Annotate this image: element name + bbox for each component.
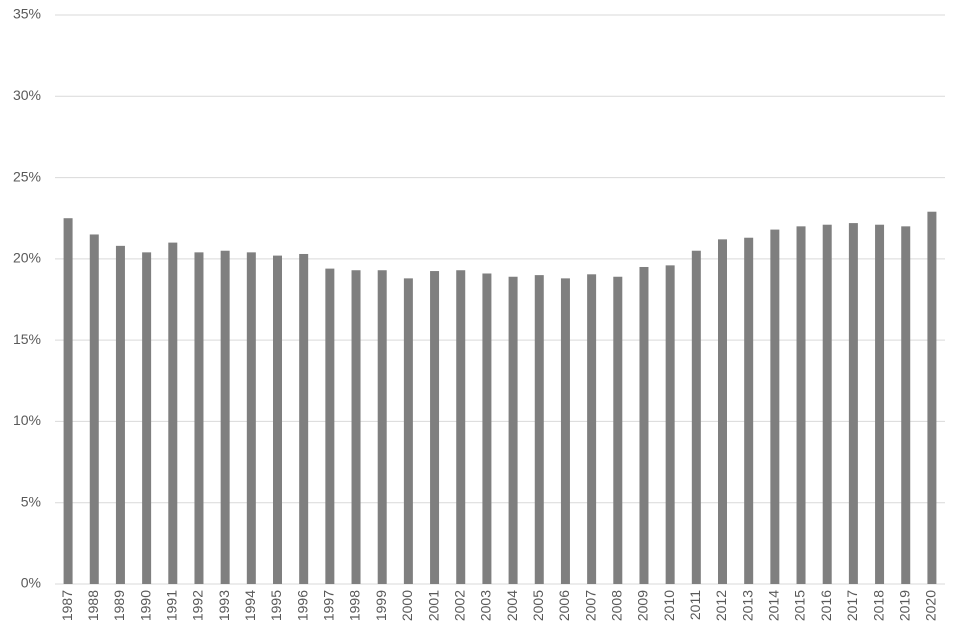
x-tick-label: 2012 — [713, 590, 729, 621]
bar — [875, 224, 885, 584]
x-tick-label: 1995 — [268, 590, 284, 621]
bar — [587, 274, 597, 584]
y-tick-label: 35% — [13, 6, 41, 22]
y-tick-label: 20% — [13, 250, 41, 266]
x-tick-label: 1999 — [373, 590, 389, 621]
bar — [89, 234, 99, 584]
x-tick-label: 2002 — [451, 590, 467, 621]
bar — [63, 218, 73, 584]
y-tick-label: 30% — [13, 87, 41, 103]
bar — [377, 270, 387, 584]
x-tick-label: 1990 — [137, 590, 153, 621]
bar — [115, 245, 125, 584]
bar — [325, 268, 335, 584]
bar — [665, 265, 675, 584]
bar — [718, 239, 727, 584]
bar — [796, 226, 806, 585]
x-tick-label: 1993 — [216, 590, 232, 621]
x-tick-label: 2018 — [870, 590, 886, 621]
x-tick-label: 1994 — [242, 590, 258, 621]
bar — [901, 226, 911, 585]
x-tick-label: 2015 — [792, 590, 808, 621]
bar — [822, 224, 832, 584]
y-tick-label: 5% — [21, 493, 41, 509]
bar — [403, 278, 413, 584]
bar — [744, 237, 754, 585]
x-tick-label: 2009 — [635, 590, 651, 621]
bar — [560, 278, 570, 584]
y-tick-label: 25% — [13, 168, 41, 184]
bar — [534, 275, 544, 584]
bar — [639, 266, 649, 584]
y-tick-label: 10% — [13, 412, 41, 428]
bar — [927, 211, 937, 584]
x-tick-label: 2011 — [687, 590, 703, 620]
bar — [351, 270, 361, 584]
x-tick-label: 2005 — [530, 590, 546, 621]
x-tick-label: 2004 — [504, 590, 520, 621]
bar — [168, 242, 178, 584]
x-tick-label: 2003 — [478, 590, 494, 621]
x-tick-label: 2001 — [425, 590, 441, 621]
bar — [508, 276, 518, 584]
bar — [691, 250, 701, 584]
x-tick-label: 1998 — [347, 590, 363, 621]
y-tick-label: 0% — [21, 575, 41, 591]
x-tick-label: 2008 — [608, 590, 624, 621]
x-tick-label: 1987 — [59, 590, 75, 621]
x-tick-label: 1989 — [111, 590, 127, 621]
bar — [456, 270, 466, 584]
x-tick-label: 1991 — [163, 590, 179, 621]
bar — [273, 255, 282, 584]
bar — [613, 276, 623, 584]
y-tick-label: 15% — [13, 331, 41, 347]
x-tick-label: 2016 — [818, 590, 834, 621]
bar — [430, 271, 440, 584]
x-tick-label: 1992 — [190, 590, 206, 621]
x-tick-label: 1988 — [85, 590, 101, 621]
x-tick-label: 2007 — [582, 590, 598, 621]
bar — [246, 252, 256, 584]
bar — [770, 229, 780, 584]
x-tick-label: 2006 — [556, 590, 572, 621]
x-tick-label: 2020 — [923, 590, 939, 621]
bar — [194, 252, 204, 584]
bar — [142, 252, 152, 584]
x-tick-label: 1997 — [321, 590, 337, 621]
bar — [299, 253, 309, 585]
x-tick-label: 2013 — [739, 590, 755, 621]
x-tick-label: 2000 — [399, 590, 415, 621]
x-tick-label: 2010 — [661, 590, 677, 621]
bar — [482, 273, 492, 584]
bar — [848, 223, 858, 584]
x-tick-label: 2017 — [844, 590, 860, 621]
x-tick-label: 1996 — [294, 590, 310, 621]
bar — [220, 250, 230, 584]
x-tick-label: 2019 — [896, 590, 912, 621]
x-tick-label: 2014 — [766, 590, 782, 621]
